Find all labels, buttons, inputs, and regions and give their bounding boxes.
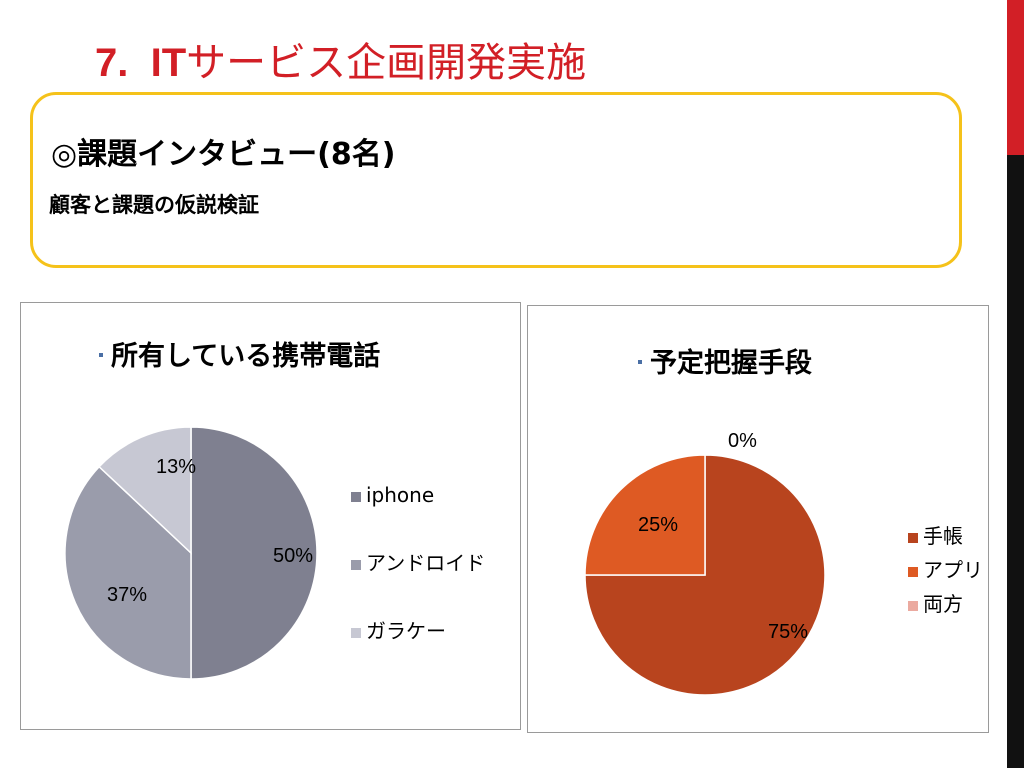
legend-swatch-1 (351, 492, 361, 502)
chart-title: 所有している携帯電話 (111, 340, 380, 372)
legend-label-1: iphone (366, 483, 434, 507)
slide-title-number: 7. IT (95, 41, 187, 85)
pie-slice-1 (584, 454, 826, 696)
legend-label-2: アンドロイド (366, 551, 485, 575)
data-label-2: 37% (107, 584, 147, 606)
legend-swatch-3 (908, 601, 918, 611)
edge-accent-black (1007, 155, 1024, 768)
pie-slice-2 (64, 465, 192, 680)
pie-slice-3 (98, 426, 192, 555)
legend-swatch-1 (908, 533, 918, 543)
slide-title: 7. ITサービス企画開発実施 (95, 30, 586, 88)
callout-box: ◎課題インタビュー(8名) 顧客と課題の仮説検証 (30, 92, 962, 268)
pie-slice-2 (584, 454, 706, 576)
chart-panel-schedule: 予定把握手段 75% 25% 0% 手帳アプリ両方 (527, 305, 989, 733)
chart-title: 予定把握手段 (650, 347, 812, 379)
data-label-2: 25% (638, 514, 678, 536)
data-label-3: 13% (156, 456, 196, 478)
title-bullet-icon (638, 360, 642, 364)
edge-accent-red (1007, 0, 1024, 155)
data-label-1: 75% (768, 621, 808, 643)
legend-label-3: 両方 (923, 592, 963, 616)
legend-swatch-2 (908, 567, 918, 577)
legend-label-2: アプリ (923, 558, 983, 582)
callout-heading: ◎課題インタビュー(8名) (51, 137, 396, 172)
slide-title-text: サービス企画開発実施 (186, 40, 587, 86)
callout-subtitle: 顧客と課題の仮説検証 (49, 193, 259, 217)
data-label-3: 0% (728, 430, 757, 452)
data-label-1: 50% (273, 545, 313, 567)
pie-slice-1 (190, 426, 318, 680)
legend-swatch-2 (351, 560, 361, 570)
legend-swatch-3 (351, 628, 361, 638)
chart-title-group: 所有している携帯電話 (99, 340, 380, 372)
legend-label-1: 手帳 (923, 524, 963, 548)
legend-label-3: ガラケー (366, 619, 446, 643)
title-bullet-icon (99, 353, 103, 357)
chart-panel-phone: 所有している携帯電話 50% 37% 13% iphone アンドロイド ガラケー (20, 302, 521, 730)
edge-gap (1004, 0, 1007, 768)
chart-title-group: 予定把握手段 (638, 347, 812, 379)
